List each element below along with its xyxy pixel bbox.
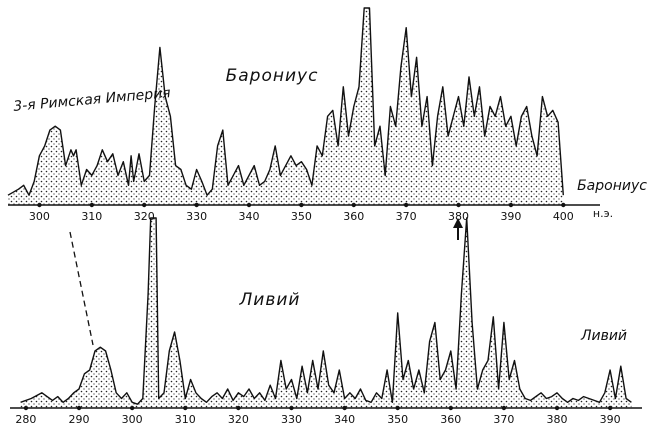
stipple-area <box>20 218 632 408</box>
x-tick-label: 370 <box>493 413 514 426</box>
x-tick-label: 340 <box>334 413 355 426</box>
x-tick-label: 380 <box>547 413 568 426</box>
connector <box>69 231 94 346</box>
end-label: Барониус <box>577 178 647 194</box>
x-tick-label: 340 <box>238 210 259 223</box>
chart-title: Барониус <box>226 66 319 86</box>
x-tick-label: 310 <box>81 210 102 223</box>
end-label: Ливий <box>580 328 627 344</box>
x-tick-label: 290 <box>69 413 90 426</box>
x-tick-label: 390 <box>600 413 621 426</box>
arrow <box>453 218 463 240</box>
x-tick-label: 400 <box>553 210 574 223</box>
stipple-area <box>8 8 564 205</box>
x-tick-label: 310 <box>175 413 196 426</box>
x-tick-label: 300 <box>29 210 50 223</box>
chart-title: Ливий <box>239 290 301 310</box>
x-tick-label: 390 <box>500 210 521 223</box>
data-line <box>7 7 564 196</box>
x-tick-label: 360 <box>440 413 461 426</box>
x-tick-label: 320 <box>134 210 155 223</box>
x-tick-label: 370 <box>396 210 417 223</box>
x-tick-label: 280 <box>15 413 36 426</box>
x-tick-label: 380 <box>448 210 469 223</box>
x-tick-label: 350 <box>387 413 408 426</box>
x-tick-label: 330 <box>281 413 302 426</box>
x-tick-label: 360 <box>343 210 364 223</box>
x-tick-label: 300 <box>122 413 143 426</box>
x-tick-label: 330 <box>186 210 207 223</box>
x-tick-label: 320 <box>228 413 249 426</box>
x-tick-label: 350 <box>291 210 312 223</box>
data-line <box>20 217 632 405</box>
axis-unit: н.э. <box>593 207 613 220</box>
annotation: 3-я Римская Империя <box>13 85 172 115</box>
